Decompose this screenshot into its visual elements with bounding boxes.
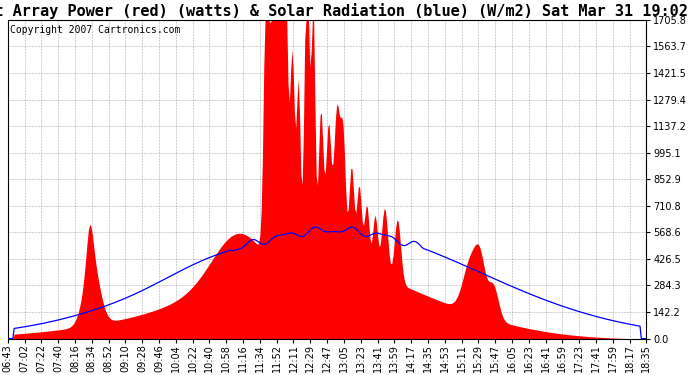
Text: Copyright 2007 Cartronics.com: Copyright 2007 Cartronics.com (10, 25, 180, 35)
Title: East Array Power (red) (watts) & Solar Radiation (blue) (W/m2) Sat Mar 31 19:02: East Array Power (red) (watts) & Solar R… (0, 3, 687, 19)
